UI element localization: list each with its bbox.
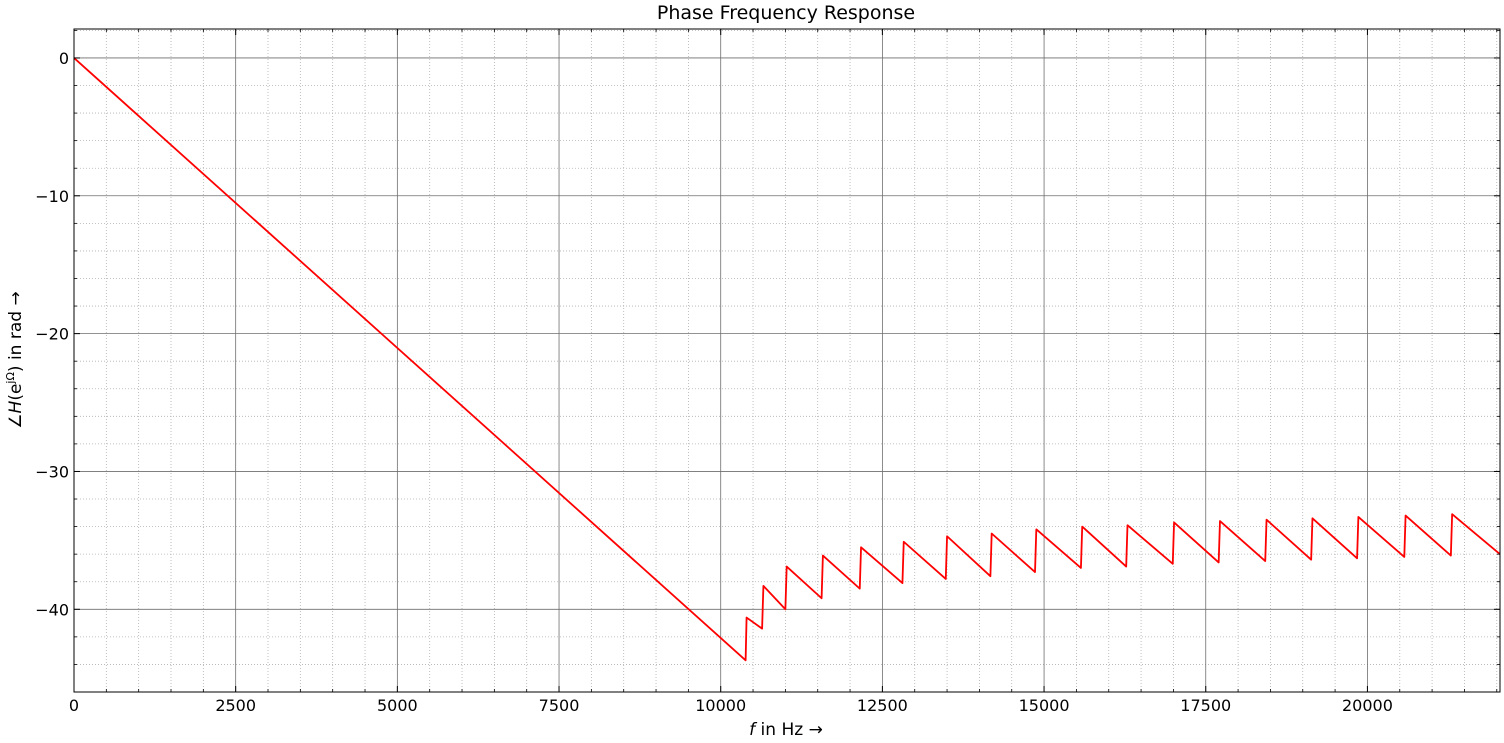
chart-title: Phase Frequency Response: [657, 2, 915, 24]
ticks: [73, 29, 1500, 693]
y-tick-label: −30: [35, 462, 69, 481]
x-axis-label-rest: in Hz →: [755, 720, 823, 740]
x-tick-label: 5000: [377, 696, 418, 715]
series-layer: [73, 57, 1501, 662]
y-tick-label: −10: [35, 187, 69, 206]
y-axis-label: ∠H(ejΩ) in rad →: [4, 291, 26, 428]
x-tick-label: 20000: [1342, 696, 1393, 715]
y-tick-label: 0: [59, 49, 69, 68]
x-tick-label: 10000: [695, 696, 746, 715]
x-tick-label: 0: [69, 696, 79, 715]
phase-series-line: [73, 57, 1501, 662]
major-grid: [73, 29, 1500, 692]
y-axis-label-mid: (e: [6, 384, 26, 401]
x-axis-label-var: f: [749, 720, 758, 740]
x-tick-label: 15000: [1019, 696, 1070, 715]
x-tick-label: 17500: [1180, 696, 1231, 715]
x-axis-label: f in Hz →: [749, 720, 823, 740]
y-tick-label: −20: [35, 325, 69, 344]
x-tick-label: 7500: [539, 696, 580, 715]
y-axis-label-sup: jΩ: [4, 372, 17, 384]
x-tick-labels: 0 2500 5000 7500 10000 12500 15000 17500 20000: [69, 696, 1393, 715]
y-tick-labels: 0 −10 −20 −30 −40: [35, 49, 69, 619]
y-axis-label-post: ) in rad →: [6, 291, 26, 372]
plot-frame: [73, 28, 1501, 693]
y-axis-label-var: H: [6, 400, 26, 413]
minor-grid: [74, 29, 1500, 693]
y-tick-label: −40: [35, 600, 69, 619]
y-axis-label-pre: ∠: [6, 413, 26, 428]
x-tick-label: 2500: [215, 696, 256, 715]
x-tick-label: 12500: [857, 696, 908, 715]
